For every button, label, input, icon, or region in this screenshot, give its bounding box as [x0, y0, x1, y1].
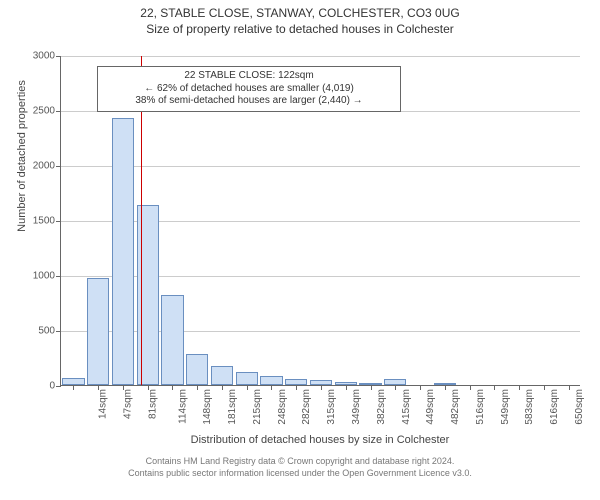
- x-tick-label: 315sqm: [326, 389, 337, 425]
- x-tick-label: 181sqm: [227, 389, 238, 425]
- x-tick-label: 616sqm: [549, 389, 560, 425]
- x-tick-mark: [569, 385, 570, 390]
- x-tick-label: 415sqm: [401, 389, 412, 425]
- y-axis-label: Number of detached properties: [16, 0, 28, 321]
- x-tick-label: 14sqm: [98, 389, 109, 419]
- x-tick-mark: [222, 385, 223, 390]
- callout-line-1: 22 STABLE CLOSE: 122sqm: [104, 70, 394, 83]
- footer-line-1: Contains HM Land Registry data © Crown c…: [0, 456, 600, 468]
- histogram-bar: [236, 372, 258, 385]
- x-tick-mark: [197, 385, 198, 390]
- x-tick-mark: [296, 385, 297, 390]
- footer-line-2: Contains public sector information licen…: [0, 468, 600, 480]
- histogram-bar: [260, 376, 282, 385]
- x-tick-mark: [321, 385, 322, 390]
- grid-line: [61, 166, 580, 167]
- x-tick-mark: [420, 385, 421, 390]
- y-tick-label: 0: [49, 381, 61, 392]
- x-tick-mark: [73, 385, 74, 390]
- x-tick-label: 516sqm: [475, 389, 486, 425]
- y-tick-label: 2000: [33, 161, 61, 172]
- grid-line: [61, 56, 580, 57]
- callout-line-3: 38% of semi-detached houses are larger (…: [104, 95, 394, 108]
- y-tick-label: 500: [38, 326, 61, 337]
- x-tick-label: 449sqm: [425, 389, 436, 425]
- chart-area: Number of detached properties 0500100015…: [0, 6, 600, 500]
- y-tick-label: 3000: [33, 51, 61, 62]
- x-tick-mark: [271, 385, 272, 390]
- x-tick-mark: [247, 385, 248, 390]
- histogram-bar: [137, 205, 159, 385]
- x-tick-label: 650sqm: [574, 389, 585, 425]
- y-tick-label: 1500: [33, 216, 61, 227]
- x-tick-label: 215sqm: [252, 389, 263, 425]
- x-tick-label: 583sqm: [524, 389, 535, 425]
- histogram-bar: [161, 295, 183, 385]
- x-tick-mark: [519, 385, 520, 390]
- x-tick-mark: [123, 385, 124, 390]
- x-tick-mark: [371, 385, 372, 390]
- x-tick-mark: [98, 385, 99, 390]
- x-tick-label: 482sqm: [450, 389, 461, 425]
- y-tick-label: 2500: [33, 106, 61, 117]
- x-tick-mark: [494, 385, 495, 390]
- histogram-bar: [211, 366, 233, 385]
- histogram-bar: [87, 278, 109, 385]
- x-tick-mark: [544, 385, 545, 390]
- x-tick-label: 248sqm: [277, 389, 288, 425]
- x-tick-label: 282sqm: [302, 389, 313, 425]
- plot-area: 05001000150020002500300014sqm47sqm81sqm1…: [60, 56, 580, 386]
- page: { "layout": { "title_fontsize": 12, "tit…: [0, 6, 600, 500]
- x-tick-label: 81sqm: [147, 389, 158, 419]
- x-tick-mark: [445, 385, 446, 390]
- x-tick-label: 114sqm: [177, 389, 188, 424]
- x-axis-label: Distribution of detached houses by size …: [60, 434, 580, 446]
- x-tick-mark: [395, 385, 396, 390]
- x-tick-label: 549sqm: [500, 389, 511, 425]
- footer-credits: Contains HM Land Registry data © Crown c…: [0, 456, 600, 479]
- x-tick-label: 47sqm: [123, 389, 134, 419]
- histogram-bar: [186, 354, 208, 385]
- histogram-bar: [62, 378, 84, 385]
- x-tick-label: 148sqm: [203, 389, 214, 425]
- x-tick-label: 349sqm: [351, 389, 362, 425]
- histogram-bar: [112, 118, 134, 385]
- reference-callout: 22 STABLE CLOSE: 122sqm ← 62% of detache…: [97, 66, 401, 112]
- x-tick-label: 382sqm: [376, 389, 387, 425]
- x-tick-mark: [470, 385, 471, 390]
- y-tick-label: 1000: [33, 271, 61, 282]
- x-tick-mark: [148, 385, 149, 390]
- x-tick-mark: [172, 385, 173, 390]
- callout-line-2: ← 62% of detached houses are smaller (4,…: [104, 83, 394, 96]
- x-tick-mark: [346, 385, 347, 390]
